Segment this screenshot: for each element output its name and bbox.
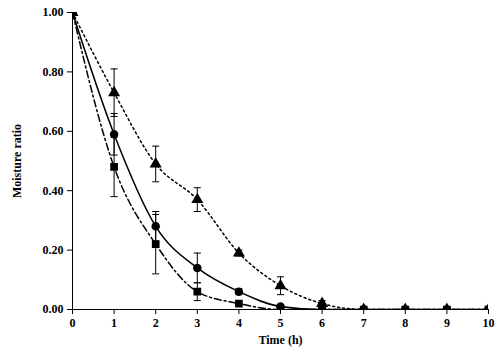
svg-text:10: 10 [483,316,495,330]
svg-text:7: 7 [361,316,367,330]
svg-text:1: 1 [111,316,117,330]
svg-text:0.00: 0.00 [43,302,64,316]
svg-text:Time (h): Time (h) [258,333,302,347]
svg-text:5: 5 [278,316,284,330]
svg-text:Moisture ratio: Moisture ratio [10,124,24,198]
svg-text:0.80: 0.80 [43,65,64,79]
svg-text:2: 2 [153,316,159,330]
svg-text:0.40: 0.40 [43,184,64,198]
svg-text:0.20: 0.20 [43,243,64,257]
svg-text:4: 4 [236,316,242,330]
svg-text:6: 6 [319,316,325,330]
svg-text:9: 9 [444,316,450,330]
svg-text:3: 3 [194,316,200,330]
svg-text:8: 8 [402,316,408,330]
svg-text:0: 0 [70,316,76,330]
svg-text:1.00: 1.00 [43,5,64,19]
svg-text:0.60: 0.60 [43,124,64,138]
